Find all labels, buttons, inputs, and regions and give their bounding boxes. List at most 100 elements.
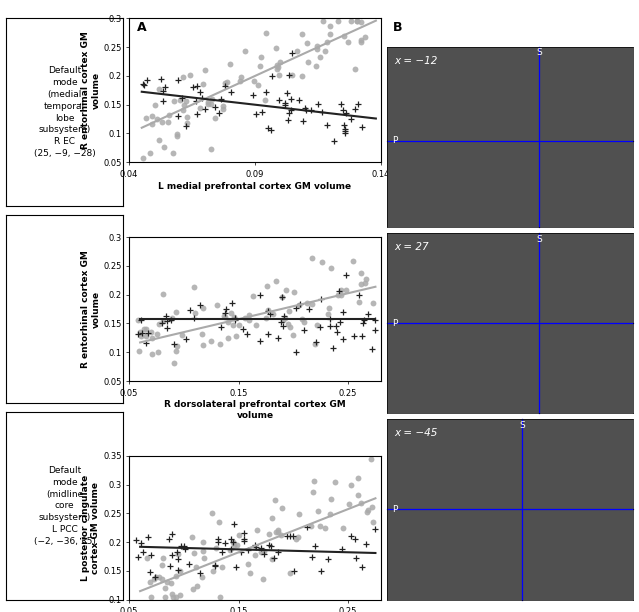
Point — [268, 309, 279, 319]
Point — [223, 317, 233, 327]
Point — [368, 517, 378, 527]
Point — [357, 35, 367, 45]
Text: P: P — [392, 319, 397, 327]
Point — [338, 334, 348, 343]
Point — [322, 120, 332, 130]
Point — [149, 574, 159, 584]
Y-axis label: R entorhinal cortex GM
volume: R entorhinal cortex GM volume — [81, 250, 100, 368]
Point — [187, 532, 197, 542]
Point — [257, 107, 267, 117]
Point — [173, 549, 183, 559]
Point — [138, 154, 148, 163]
Point — [272, 64, 282, 74]
Point — [146, 349, 157, 359]
Point — [262, 282, 272, 291]
Point — [187, 82, 197, 92]
Point — [284, 531, 295, 541]
Point — [197, 572, 207, 582]
Point — [151, 114, 162, 124]
Point — [340, 127, 350, 136]
Point — [232, 540, 242, 550]
Point — [325, 29, 335, 39]
Point — [206, 336, 217, 346]
Point — [314, 52, 325, 62]
Point — [203, 97, 213, 106]
Point — [282, 88, 292, 98]
Point — [147, 333, 157, 343]
Point — [133, 329, 143, 339]
Point — [162, 323, 173, 333]
Point — [369, 316, 380, 326]
Point — [291, 46, 302, 56]
Point — [325, 509, 335, 518]
Point — [325, 321, 335, 331]
Text: Default
mode
(medial
temporal
lobe
subsystem)
R EC
(25, −9, −28): Default mode (medial temporal lobe subsy… — [34, 66, 96, 158]
Point — [271, 43, 281, 53]
Point — [172, 131, 182, 141]
Point — [293, 95, 304, 105]
Point — [307, 299, 318, 309]
Point — [173, 75, 183, 84]
Point — [226, 544, 236, 554]
Point — [353, 297, 364, 307]
Y-axis label: L posterior cingulate
cortex GM volume: L posterior cingulate cortex GM volume — [81, 475, 100, 581]
Point — [225, 59, 235, 69]
Point — [146, 592, 156, 602]
Point — [166, 561, 176, 571]
Point — [273, 62, 283, 72]
Point — [312, 41, 322, 51]
Point — [135, 327, 145, 337]
Point — [338, 523, 348, 533]
Point — [263, 329, 273, 338]
Point — [196, 300, 206, 310]
Point — [267, 554, 277, 564]
Point — [154, 572, 164, 582]
Point — [299, 325, 309, 335]
Point — [250, 542, 261, 551]
Point — [181, 334, 191, 344]
Point — [316, 566, 327, 576]
Point — [139, 80, 149, 89]
Point — [288, 330, 298, 340]
Point — [150, 100, 160, 110]
Point — [171, 592, 181, 602]
Point — [265, 310, 275, 319]
Point — [249, 76, 259, 86]
Point — [346, 17, 356, 26]
Point — [320, 46, 330, 56]
Point — [358, 318, 369, 327]
Point — [235, 76, 245, 86]
Text: x = −12: x = −12 — [394, 56, 438, 65]
Point — [275, 58, 286, 67]
Point — [353, 490, 364, 500]
Point — [255, 336, 265, 346]
Point — [323, 309, 333, 319]
Point — [312, 44, 323, 54]
Point — [341, 285, 351, 295]
Point — [158, 142, 169, 152]
Point — [211, 543, 221, 553]
Point — [229, 315, 240, 324]
Point — [350, 104, 360, 114]
Point — [328, 343, 338, 353]
Point — [160, 82, 170, 92]
Point — [359, 316, 369, 326]
Point — [294, 509, 304, 519]
Point — [277, 293, 288, 302]
Point — [147, 111, 157, 121]
Point — [320, 523, 330, 533]
Point — [178, 105, 188, 114]
Point — [341, 270, 351, 280]
Point — [250, 540, 260, 550]
Point — [274, 70, 284, 80]
Point — [243, 315, 254, 324]
Point — [253, 80, 263, 89]
Point — [349, 331, 359, 341]
Point — [198, 546, 208, 556]
Point — [154, 319, 164, 329]
Point — [334, 286, 344, 296]
Point — [243, 559, 253, 569]
Point — [355, 498, 366, 508]
Point — [236, 72, 247, 82]
Point — [353, 99, 363, 109]
